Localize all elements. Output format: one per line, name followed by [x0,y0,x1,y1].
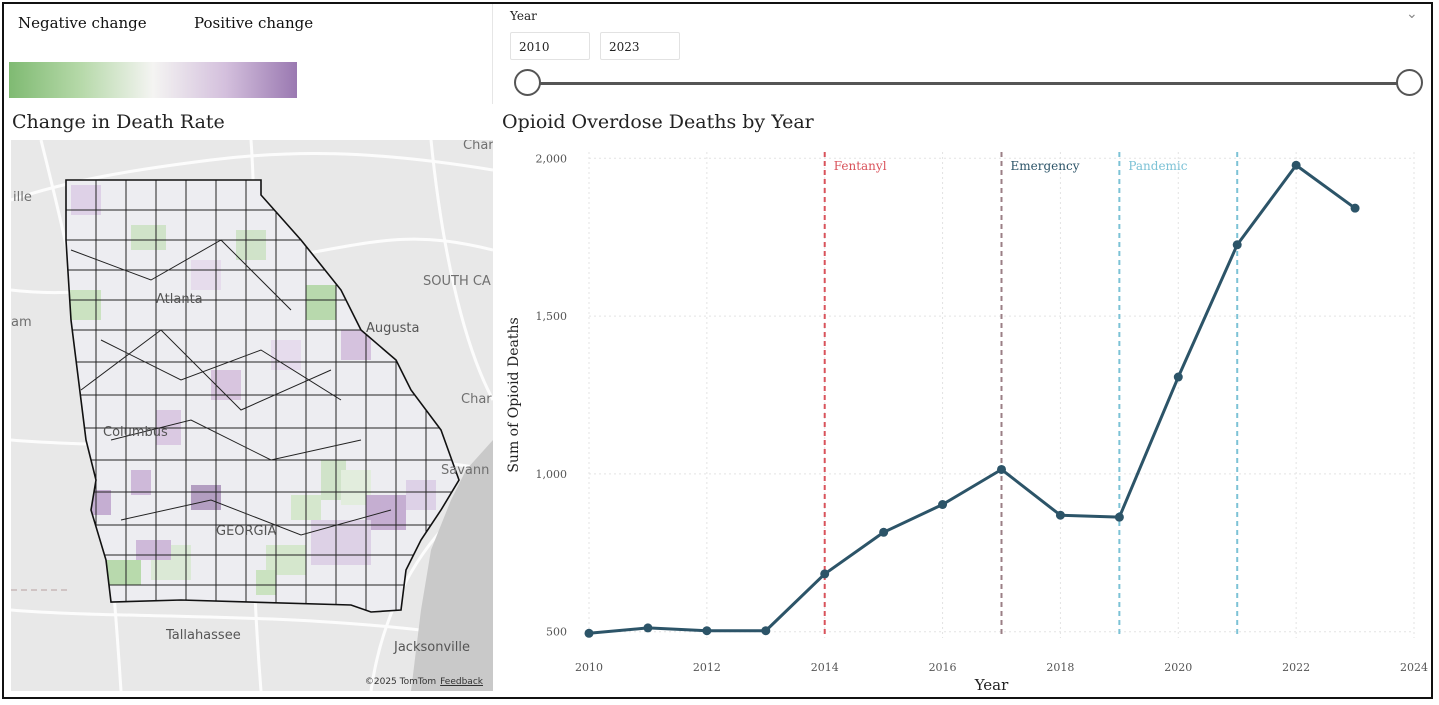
annotation-label: Pandemic [1128,159,1187,173]
map-label-charleston: Char [461,392,492,407]
annotation-label: Fentanyl [834,159,887,173]
legend-negative-label: Negative change [18,14,147,32]
x-tick-label: 2016 [929,661,957,674]
x-tick-label: 2022 [1282,661,1310,674]
map-label-tallahassee: Tallahassee [166,628,241,643]
data-point [820,569,830,579]
y-tick-label: 500 [546,626,567,639]
legend-positive-label: Positive change [194,14,314,32]
data-point [1055,510,1065,520]
attribution-text: ©2025 TomTom [364,677,437,687]
data-point [584,628,594,638]
data-point [1173,372,1183,382]
data-point [879,527,889,537]
chart-title: Opioid Overdose Deaths by Year [502,111,814,133]
header-divider [492,4,493,104]
year-slider-start-handle[interactable] [514,69,541,96]
map-label-am: am [11,315,32,330]
map-title: Change in Death Rate [12,111,225,133]
map-label-columbus: Columbus [103,425,168,440]
color-legend-gradient [9,62,297,98]
data-point [1291,160,1301,170]
data-point [938,500,948,510]
data-point [643,623,653,633]
y-tick-label: 2,000 [536,152,568,165]
map-label-savannah: Savann [441,463,490,478]
map-label-south-carolina: SOUTH CA [423,274,491,289]
chevron-down-icon[interactable]: ⌄ [1406,6,1418,22]
annotation-label: Emergency [1011,159,1080,173]
data-point [1114,512,1124,522]
x-tick-label: 2010 [575,661,603,674]
data-point [1350,203,1360,213]
year-slider-end-handle[interactable] [1396,69,1423,96]
map-label-jacksonville: Jacksonville [394,640,470,655]
year-filter-label: Year [510,9,537,23]
chart-svg: 2010 2012 2014 2016 2018 2020 2022 2024 500 1,000… [506,152,1428,694]
x-tick-label: 2020 [1164,661,1192,674]
x-tick-label: 2012 [693,661,721,674]
y-axis-label: Sum of Opioid Deaths [506,317,522,472]
line-chart[interactable]: 2010 2012 2014 2016 2018 2020 2022 2024 500 1,000… [499,140,1431,697]
map-label-ille: ille [13,190,32,205]
map-label-georgia: GEORGIA [216,524,277,539]
data-point [1232,240,1242,250]
data-point [997,464,1006,474]
year-slider-track[interactable] [526,82,1412,85]
georgia-county-map[interactable]: Char ille SOUTH CA Atlanta am Augusta Ch… [11,140,493,691]
y-tick-label: 1,000 [536,468,568,481]
x-tick-label: 2018 [1046,661,1074,674]
x-axis-label: Year [974,676,1009,694]
map-canvas [11,140,493,691]
data-point [702,626,712,636]
series-line [588,163,1356,635]
map-label-augusta: Augusta [366,321,420,336]
feedback-link[interactable]: Feedback [440,677,483,687]
year-start-input[interactable]: 2010 [510,32,590,60]
map-label-charlotte: Char [463,140,493,153]
year-end-input[interactable]: 2023 [600,32,680,60]
x-tick-label: 2014 [811,661,839,674]
y-tick-label: 1,500 [536,310,568,323]
data-point [761,626,771,636]
x-tick-label: 2024 [1400,661,1428,674]
map-label-atlanta: Atlanta [156,292,203,307]
map-attribution: ©2025 TomTom Feedback [365,677,483,687]
